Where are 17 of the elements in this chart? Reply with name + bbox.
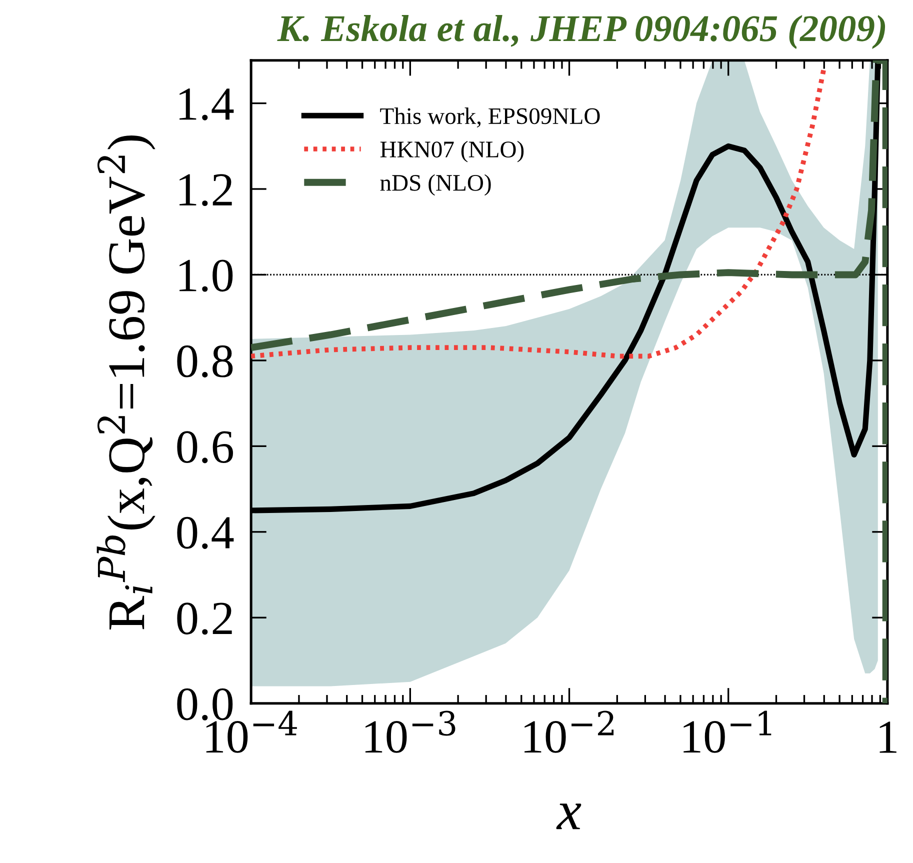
- x-tick-label: 1: [880, 722, 896, 753]
- x-axis-title: x: [556, 804, 582, 830]
- x-tick-label: 10$^{−1}$: [684, 710, 772, 753]
- y-tick-label: 0.4: [177, 516, 234, 549]
- y-tick-label: 0.6: [177, 431, 233, 464]
- y-axis-title: R$_{i}$$^{Pb}$(x,Q$^{2}$=1.69 GeV$^{2}$): [96, 136, 156, 630]
- chart-title: K. Eskola et al., JHEP 0904:065 (2009): [277, 14, 886, 49]
- legend-label: HKN07 (NLO): [380, 140, 524, 162]
- y-tick-label: 1.0: [180, 260, 233, 292]
- y-tick-label: 0.2: [177, 602, 232, 635]
- x-tick-label: 10$^{−3}$: [365, 710, 456, 753]
- x-tick-label: 10$^{−2}$: [524, 710, 614, 753]
- legend-label: nDS (NLO): [380, 174, 491, 196]
- y-tick-label: 0.8: [177, 345, 233, 378]
- y-tick-label: 1.4: [180, 88, 234, 120]
- legend-label: This work, EPS09NLO: [380, 108, 600, 128]
- y-tick-label: 1.2: [180, 174, 232, 206]
